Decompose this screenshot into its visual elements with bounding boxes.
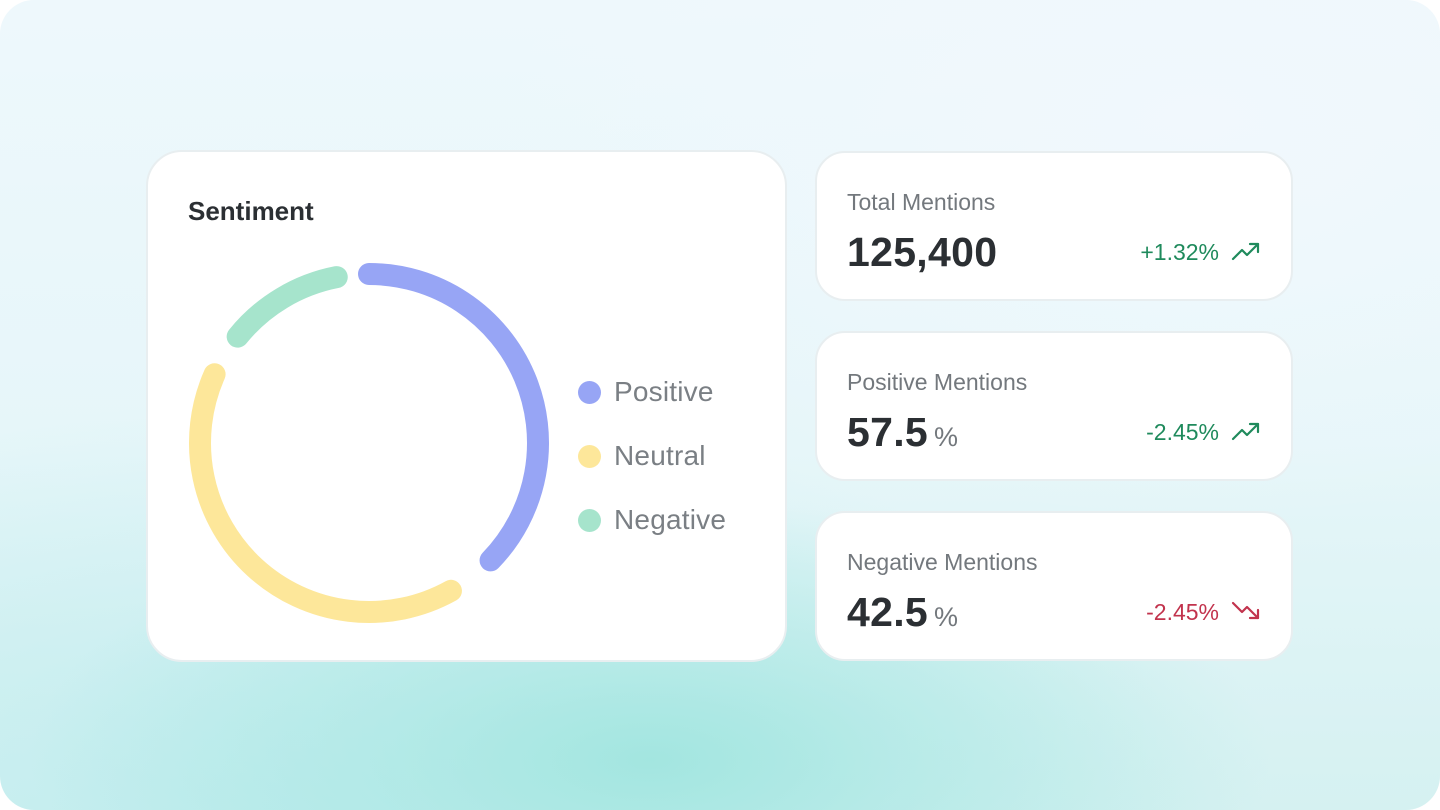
trend-up-icon xyxy=(1231,422,1260,441)
sentiment-title: Sentiment xyxy=(188,196,314,226)
negative-mentions-unit: % xyxy=(934,602,959,632)
trend-up-icon xyxy=(1231,242,1260,261)
positive-mentions-change: -2.45% xyxy=(1146,419,1219,445)
positive-mentions-label: Positive Mentions xyxy=(847,369,1028,395)
legend-dot-neutral xyxy=(578,444,601,468)
legend-item-negative[interactable]: Negative xyxy=(578,488,726,552)
total-mentions-card: Total Mentions 125,400 +1.32% xyxy=(815,151,1293,301)
total-mentions-value: 125,400 xyxy=(847,229,997,276)
legend-label-negative: Negative xyxy=(614,504,727,535)
donut-slice-positive[interactable] xyxy=(358,263,549,572)
negative-mentions-value: 42.5% xyxy=(847,589,958,636)
sentiment-card: Sentiment Positive Neutral Negative xyxy=(146,150,787,662)
legend-item-positive[interactable]: Positive xyxy=(578,360,726,424)
trend-down-icon xyxy=(1231,601,1260,620)
legend-item-neutral[interactable]: Neutral xyxy=(578,424,726,488)
sentiment-donut-chart xyxy=(189,263,549,623)
negative-mentions-card: Negative Mentions 42.5% -2.45% xyxy=(815,511,1293,661)
positive-mentions-unit: % xyxy=(934,422,959,452)
legend-label-positive: Positive xyxy=(614,376,714,407)
sentiment-legend: Positive Neutral Negative xyxy=(578,360,726,552)
donut-slice-neutral[interactable] xyxy=(189,363,462,623)
negative-mentions-number: 42.5 xyxy=(847,589,928,635)
positive-mentions-card: Positive Mentions 57.5% -2.45% xyxy=(815,331,1293,481)
positive-mentions-value: 57.5% xyxy=(847,409,958,456)
positive-mentions-number: 57.5 xyxy=(847,409,928,455)
legend-dot-positive xyxy=(578,380,601,404)
total-mentions-number: 125,400 xyxy=(847,229,998,275)
negative-mentions-change: -2.45% xyxy=(1146,599,1219,625)
legend-label-neutral: Neutral xyxy=(614,440,706,471)
total-mentions-change: +1.32% xyxy=(1140,239,1219,265)
negative-mentions-label: Negative Mentions xyxy=(847,549,1038,575)
donut-slice-negative[interactable] xyxy=(226,266,348,348)
legend-dot-negative xyxy=(578,508,601,532)
total-mentions-label: Total Mentions xyxy=(847,189,996,215)
